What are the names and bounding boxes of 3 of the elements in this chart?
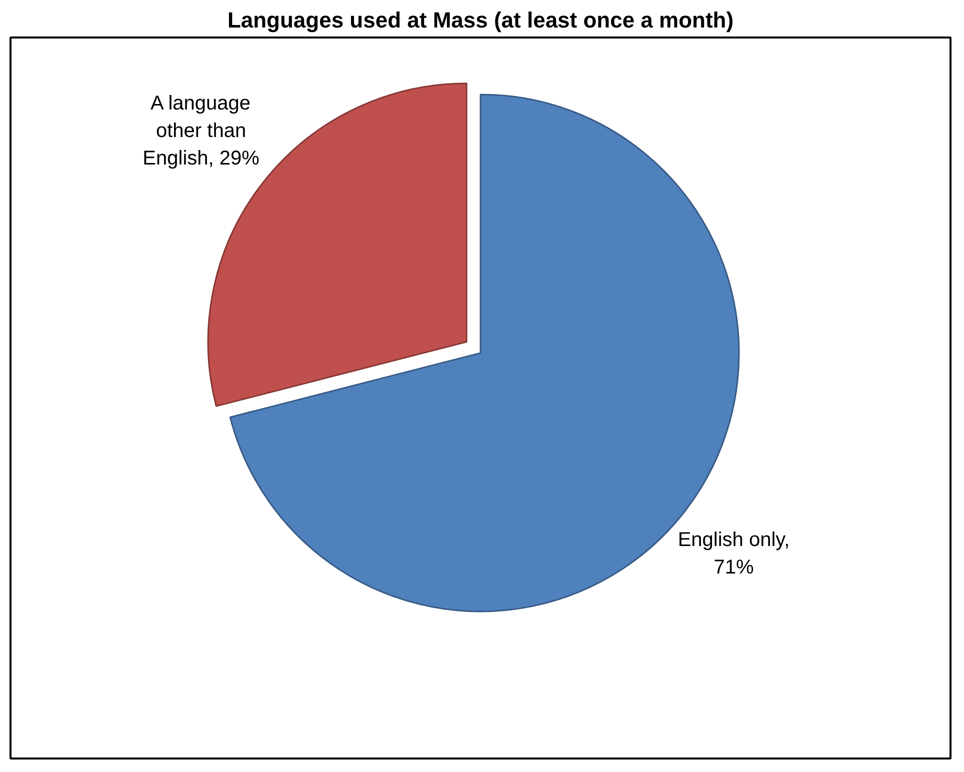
- chart-title: Languages used at Mass (at least once a month): [227, 8, 734, 32]
- slice-label: A language other than English, 29%: [142, 92, 260, 170]
- slice-label: English only, 71%: [678, 529, 790, 579]
